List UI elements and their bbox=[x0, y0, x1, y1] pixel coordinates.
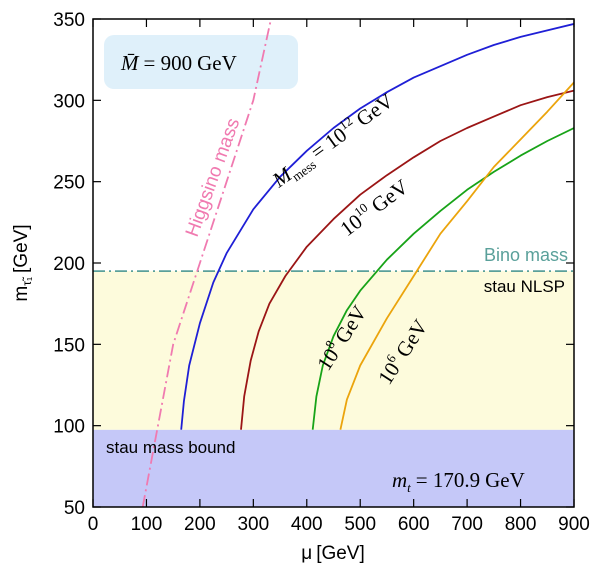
x-tick-label: 500 bbox=[344, 514, 376, 535]
x-tick-label: 800 bbox=[505, 514, 537, 535]
y-tick-label: 100 bbox=[53, 417, 85, 438]
curve-mess-1e10 bbox=[240, 89, 574, 430]
series-label-1e12: Mmess= 1012GeV bbox=[266, 87, 400, 195]
bino-mass-label: Bino mass bbox=[484, 245, 568, 265]
y-tick-label: 300 bbox=[53, 91, 85, 112]
region-stau-mass-bound bbox=[93, 429, 574, 507]
x-tick-label: 400 bbox=[291, 514, 323, 535]
y-tick-label: 350 bbox=[53, 10, 85, 31]
x-tick-label: 200 bbox=[184, 514, 216, 535]
x-tick-label: 900 bbox=[558, 514, 590, 535]
shaded-regions bbox=[93, 271, 574, 507]
y-tick-label: 150 bbox=[53, 335, 85, 356]
x-tick-label: 600 bbox=[398, 514, 430, 535]
curve-higgsino-mass bbox=[141, 19, 272, 507]
x-tick-label: 100 bbox=[131, 514, 163, 535]
mbar-annotation-box bbox=[104, 35, 298, 89]
stau-mass-bound-label: stau mass bound bbox=[106, 438, 235, 457]
x-tick-label: 700 bbox=[451, 514, 483, 535]
x-tick-label: 300 bbox=[237, 514, 269, 535]
curve-mess-1e8 bbox=[311, 127, 574, 430]
x-axis-title: μ [GeV] bbox=[301, 543, 365, 564]
y-tick-label: 50 bbox=[64, 498, 85, 519]
curve-mess-1e6 bbox=[339, 81, 574, 430]
region-stau-nlsp bbox=[93, 271, 574, 430]
curves-group bbox=[93, 19, 574, 507]
stau-nlsp-label: stau NLSP bbox=[484, 277, 565, 296]
curve-mess-1e12 bbox=[180, 23, 574, 430]
y-tick-label: 250 bbox=[53, 173, 85, 194]
y-tick-label: 200 bbox=[53, 254, 85, 275]
mbar-annotation: M̄ = 900 GeV bbox=[120, 51, 237, 75]
x-tick-label: 0 bbox=[88, 514, 99, 535]
y-axis-title: mτ̃₁[GeV] bbox=[11, 224, 34, 301]
axis-ticks: 0 100 200 300 400 500 600 700 800 900 50 100 150 200 2… bbox=[53, 10, 590, 535]
mtop-annotation: mt = 170.9 GeV bbox=[392, 468, 525, 495]
